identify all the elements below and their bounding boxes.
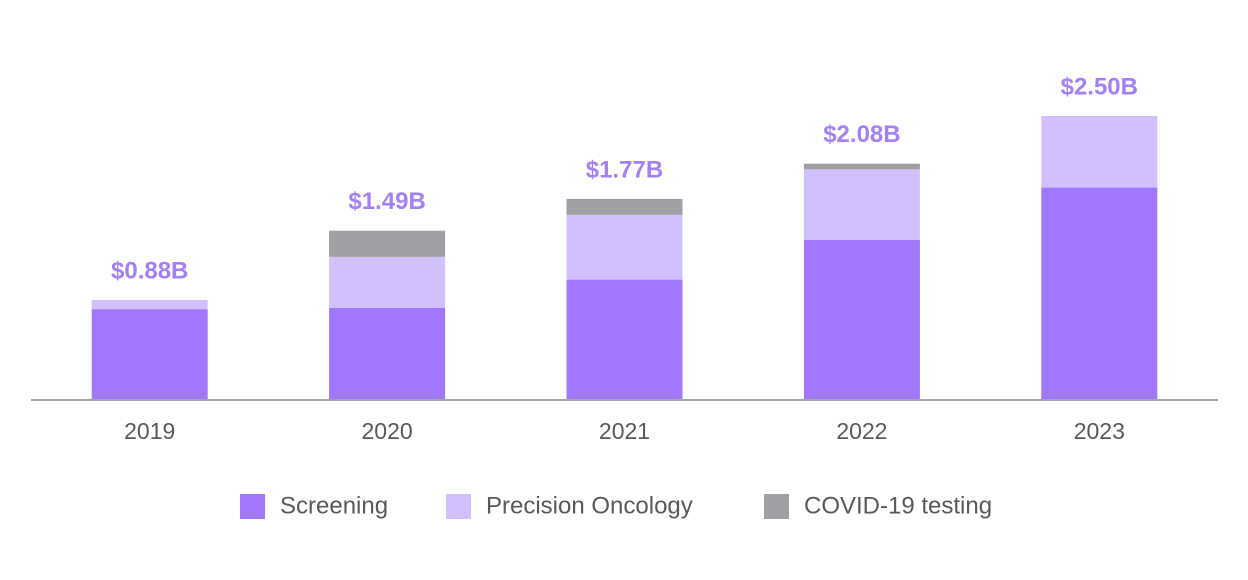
legend-label: Precision Oncology <box>486 492 693 519</box>
bar-segment <box>803 169 920 240</box>
bar-segment <box>803 163 920 170</box>
bar-segment <box>1041 187 1158 400</box>
legend-swatch <box>446 494 471 519</box>
bar-segment <box>329 307 446 400</box>
legend-label: Screening <box>280 492 388 519</box>
total-label: $0.88B <box>111 257 188 284</box>
bar-segment <box>566 279 683 400</box>
bar-segment <box>91 300 208 310</box>
legend-swatch <box>764 494 789 519</box>
bar-segment <box>329 256 446 308</box>
total-label: $2.08B <box>823 121 900 148</box>
legend-label: COVID-19 testing <box>804 492 992 519</box>
total-label: $1.77B <box>586 156 663 183</box>
x-tick-label: 2019 <box>124 418 175 444</box>
bar-segment <box>91 309 208 400</box>
x-tick-label: 2021 <box>599 418 650 444</box>
bar-segment <box>566 214 683 280</box>
bar-segment <box>803 239 920 400</box>
legend-swatch <box>240 494 265 519</box>
x-tick-label: 2023 <box>1074 418 1125 444</box>
bar-segment <box>1041 116 1158 188</box>
bar-segment <box>329 230 446 257</box>
total-label: $1.49B <box>348 188 425 215</box>
total-label: $2.50B <box>1061 73 1138 100</box>
x-tick-label: 2020 <box>362 418 413 444</box>
bar-segment <box>566 198 683 215</box>
x-tick-label: 2022 <box>836 418 887 444</box>
